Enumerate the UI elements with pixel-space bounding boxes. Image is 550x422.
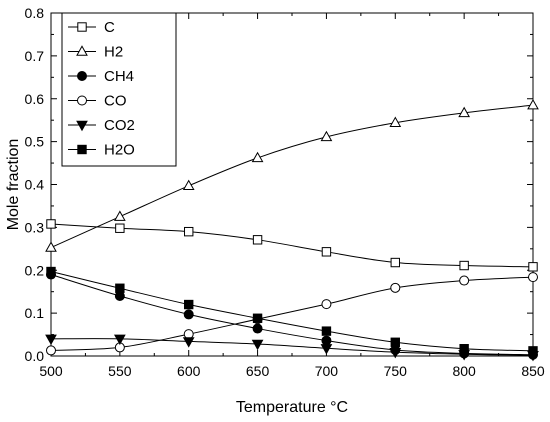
y-axis-title: Mole fraction [5,139,22,231]
data-point-c [321,247,332,257]
data-point-c [184,226,194,237]
x-axis-title: Temperature °C [236,399,348,416]
legend-marker-co [77,95,87,106]
data-point-h2 [527,98,539,110]
x-tick-label: 850 [521,363,545,379]
legend-marker-ch4 [77,71,87,81]
series-line-co2 [50,338,534,356]
y-tick-label: 0.7 [25,48,45,64]
data-point-h2o [115,283,125,293]
data-point-co2 [320,344,333,355]
x-tick-label: 600 [177,363,201,379]
data-point-c [390,257,400,268]
y-tick-label: 0.4 [25,177,45,193]
legend-item-ch4: CH4 [68,68,134,85]
data-point-ch4 [183,309,194,320]
y-tick-label: 0.0 [25,348,45,364]
legend-label-h2: H2 [104,44,123,61]
y-tick-label: 0.6 [25,91,45,107]
legend-marker-h2o [77,144,87,155]
y-tick-label: 0.1 [25,305,45,321]
y-tick-label: 0.5 [25,134,45,150]
data-point-c [252,235,263,245]
data-point-co [459,275,470,286]
data-point-c [459,260,469,271]
series-c [46,219,538,272]
data-point-co2 [182,337,195,348]
series-h2 [45,98,539,252]
series-line-ch4 [50,274,534,356]
data-point-h2o [46,266,56,277]
plot-area [45,12,539,362]
legend-marker-h2 [76,45,88,56]
x-tick-label: 650 [246,363,270,379]
x-tick-label: 500 [39,363,63,379]
series-line-h2 [50,104,534,248]
data-point-h2o [528,346,538,356]
y-tick-label: 0.2 [25,262,45,278]
data-point-co [528,272,538,283]
legend-item-co2: CO2 [68,117,135,134]
legend-box [61,12,177,167]
legend-item-c: C [68,19,115,36]
data-point-co2 [251,339,264,351]
legend-label-co: CO [104,93,127,110]
data-point-h2o [184,299,194,310]
legend-item-h2: H2 [68,44,123,61]
legend-label-co2: CO2 [104,117,135,134]
data-point-co2 [114,334,126,346]
legend-label-c: C [104,19,115,36]
legend-item-co: CO [68,93,127,110]
series-h2o [46,266,538,356]
data-point-h2 [182,179,195,190]
data-point-h2o [321,326,332,336]
data-point-h2o [252,313,263,323]
x-tick-label: 550 [108,363,132,379]
data-point-ch4 [321,335,332,346]
legend: C H2 CH4 CO CO2 H2O [61,12,177,167]
y-tick-label: 0.3 [25,219,45,235]
data-point-c [115,223,125,233]
data-point-co2 [45,334,57,346]
data-point-h2 [114,210,126,221]
legend-label-ch4: CH4 [104,68,134,85]
data-point-h2 [389,116,402,127]
data-point-h2 [45,241,57,252]
x-tick-label: 800 [452,363,476,379]
data-point-co [321,299,332,310]
data-point-c [46,219,56,229]
data-point-co2 [389,347,402,359]
series-layer [45,98,539,362]
data-point-ch4 [252,323,263,334]
data-point-h2 [251,151,264,163]
data-point-h2 [320,130,333,142]
y-tick-label: 0.8 [25,5,45,21]
series-line-h2o [50,271,534,352]
legend-label-h2o: H2O [104,142,135,159]
data-point-co [390,282,401,293]
legend-item-h2o: H2O [68,142,135,159]
data-point-h2 [458,106,470,118]
legend-marker-co2 [76,120,88,132]
x-tick-label: 700 [315,363,339,379]
series-line-c [50,223,534,268]
data-point-co [46,345,56,356]
x-tick-labels: 500 550 600 650 700 750 800 850 [39,363,545,379]
data-point-h2o [390,337,400,347]
data-point-h2o [459,344,469,354]
x-tick-label: 750 [384,363,408,379]
legend-marker-c [77,22,87,32]
data-point-c [528,262,538,272]
series-line-co [50,276,534,351]
y-tick-labels: 0.0 0.1 0.2 0.3 0.4 0.5 0.6 0.7 0.8 [25,5,45,364]
